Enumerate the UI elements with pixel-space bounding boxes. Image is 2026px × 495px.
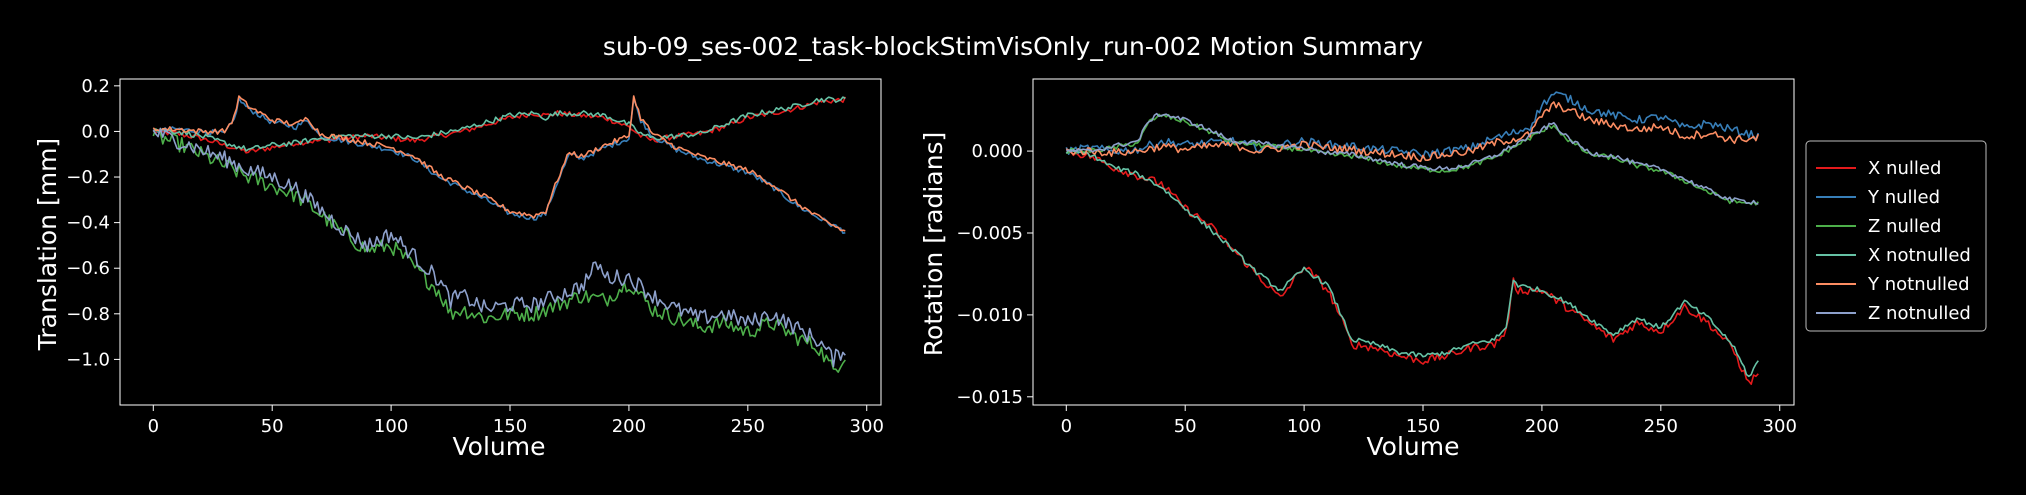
y-tick-label: 0.2 bbox=[81, 76, 110, 97]
series-line-x-notnulled bbox=[152, 96, 846, 152]
series-line-x-notnulled bbox=[1065, 148, 1759, 378]
x-tick-label: 200 bbox=[612, 416, 646, 437]
axes-frame bbox=[119, 78, 882, 406]
x-tick-label: 100 bbox=[374, 416, 408, 437]
x-tick-label: 50 bbox=[261, 416, 284, 437]
translation-x-label: Volume bbox=[453, 432, 546, 461]
series-line-z-nulled bbox=[152, 128, 846, 373]
series-line-y-notnulled bbox=[152, 95, 846, 232]
translation-plot-area: 0 50 100 150 200 250 300 0.2 0.0 −0.2 −0.4 −0.6 −0.8… bbox=[66, 76, 884, 437]
y-tick-label: 0.000 bbox=[971, 141, 1023, 162]
translation-y-label: Translation [mm] bbox=[33, 138, 62, 351]
y-tick-label: −1.0 bbox=[66, 349, 110, 370]
x-tick-label: 150 bbox=[1406, 416, 1440, 437]
figure-title: sub-09_ses-002_task-blockStimVisOnly_run… bbox=[603, 32, 1423, 61]
translation-panel: Translation [mm] Volume 0 50 100 150 200 250 3… bbox=[33, 76, 884, 461]
x-tick-label: 250 bbox=[1644, 416, 1678, 437]
y-tick-label: −0.4 bbox=[66, 213, 110, 234]
x-tick-label: 150 bbox=[493, 416, 527, 437]
legend: X nulled Y nulled Z nulled X notnulled Y not… bbox=[1805, 140, 1987, 332]
series-line-z-notnulled bbox=[152, 127, 846, 368]
x-tick-label: 50 bbox=[1174, 416, 1197, 437]
series-line-y-nulled bbox=[1065, 91, 1760, 159]
rotation-y-label: Rotation [radians] bbox=[919, 132, 948, 357]
rotation-panel: Rotation [radians] Volume 0 50 100 150 200 25… bbox=[919, 78, 1797, 461]
legend-label: Z nulled bbox=[1868, 216, 1941, 237]
y-tick-label: −0.010 bbox=[956, 305, 1023, 326]
legend-label: X notnulled bbox=[1868, 245, 1971, 266]
legend-label: Y notnulled bbox=[1867, 274, 1970, 295]
y-tick-label: −0.2 bbox=[66, 167, 110, 188]
legend-label: Z notnulled bbox=[1868, 303, 1971, 324]
x-tick-label: 250 bbox=[731, 416, 765, 437]
series-line-y-notnulled bbox=[1065, 101, 1760, 163]
series-line-z-notnulled bbox=[1066, 112, 1759, 205]
y-tick-label: −0.005 bbox=[956, 223, 1023, 244]
rotation-x-label: Volume bbox=[1367, 432, 1460, 461]
x-tick-label: 200 bbox=[1525, 416, 1559, 437]
legend-label: Y nulled bbox=[1867, 187, 1940, 208]
x-tick-label: 300 bbox=[1763, 416, 1797, 437]
x-tick-label: 0 bbox=[148, 416, 159, 437]
y-tick-label: −0.015 bbox=[956, 387, 1023, 408]
axes-frame bbox=[1032, 78, 1795, 406]
x-tick-label: 100 bbox=[1287, 416, 1321, 437]
y-tick-label: 0.0 bbox=[81, 121, 110, 142]
x-tick-label: 300 bbox=[850, 416, 884, 437]
y-tick-label: −0.6 bbox=[66, 258, 110, 279]
y-tick-label: −0.8 bbox=[66, 304, 110, 325]
x-tick-label: 0 bbox=[1061, 416, 1072, 437]
rotation-plot-area: 0 50 100 150 200 250 300 0.000 −0.005 −0.010 −0.01… bbox=[956, 78, 1797, 437]
legend-label: X nulled bbox=[1868, 158, 1941, 179]
